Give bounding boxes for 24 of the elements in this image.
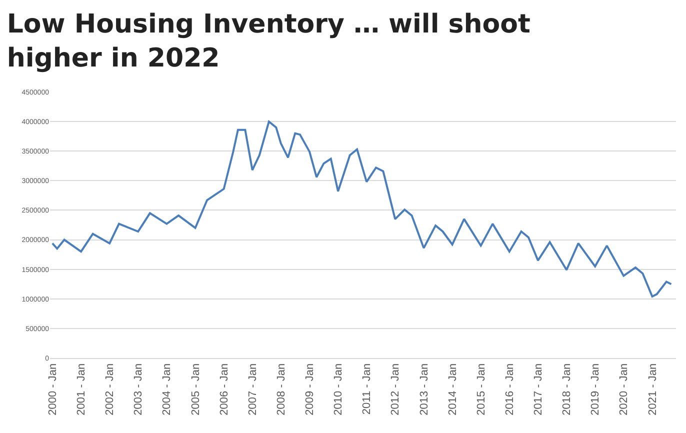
x-tick-label: 2006 - Jan <box>218 363 230 416</box>
x-tick-label: 2008 - Jan <box>275 363 288 416</box>
x-tick-label: 2016 - Jan <box>504 363 516 416</box>
x-tick-label: 2000 - Jan <box>46 363 59 416</box>
chart-title: Low Housing Inventory … will shoot higher in 2022 <box>6 9 530 74</box>
x-tick-label: 2020 - Jan <box>618 363 630 416</box>
x-tick-label: 2012 - Jan <box>390 363 402 416</box>
x-tick-label: 2007 - Jan <box>246 363 259 416</box>
x-tick-label: 2014 - Jan <box>446 363 459 416</box>
x-tick-label: 2011 - Jan <box>361 363 374 415</box>
x-tick-label: 2002 - Jan <box>104 363 116 416</box>
x-tick-label: 2019 - Jan <box>590 363 602 416</box>
x-tick-label: 2021 - Jan <box>646 363 659 416</box>
line-series <box>51 120 672 298</box>
x-tick-label: 2004 - Jan <box>161 363 174 416</box>
x-tick-label: 2009 - Jan <box>304 363 316 416</box>
x-tick-label: 2017 - Jan <box>532 363 545 416</box>
x-tick-label: 2005 - Jan <box>190 363 202 416</box>
x-tick-label: 2010 - Jan <box>332 363 345 416</box>
x-tick-label: 2001 - Jan <box>76 363 88 416</box>
x-tick-label: 2015 - Jan <box>475 363 488 416</box>
x-tick-label: 2013 - Jan <box>418 363 430 416</box>
x-tick-label: 2018 - Jan <box>561 363 574 416</box>
x-tick-label: 2003 - Jan <box>132 363 145 416</box>
